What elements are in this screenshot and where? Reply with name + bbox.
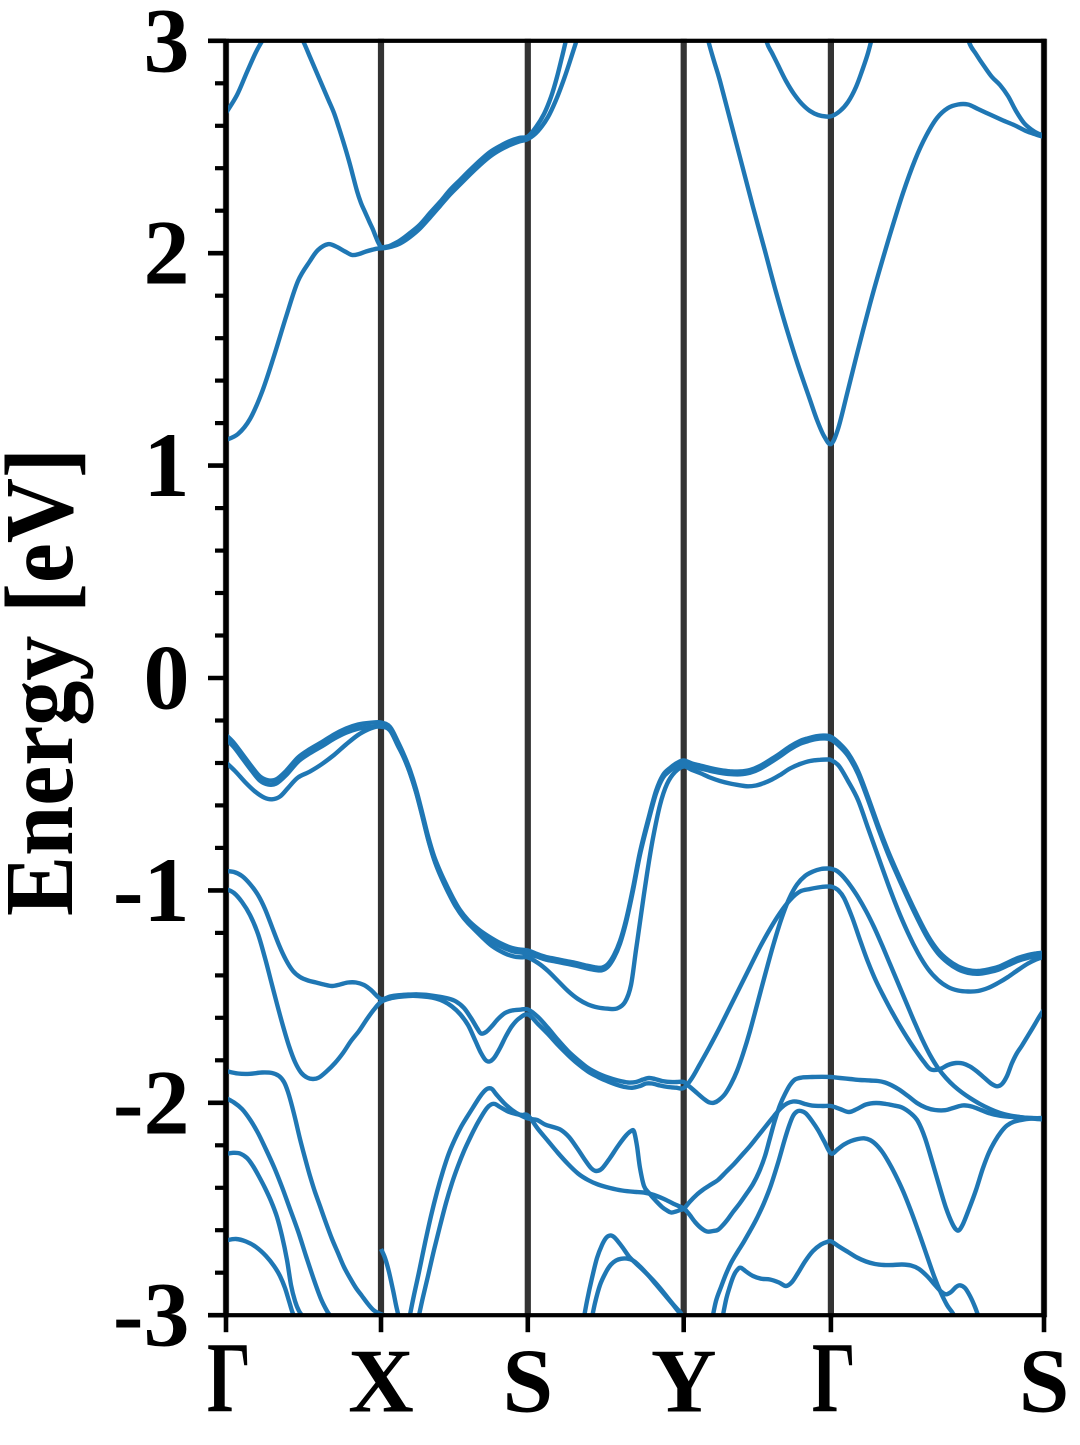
- svg-text:Energy [eV]: Energy [eV]: [0, 448, 93, 916]
- svg-text:0: 0: [144, 627, 190, 729]
- svg-text:S: S: [502, 1331, 553, 1432]
- svg-text:2: 2: [144, 202, 190, 304]
- svg-text:-3: -3: [113, 1264, 190, 1366]
- svg-text:Γ: Γ: [812, 1322, 856, 1434]
- svg-text:X: X: [348, 1331, 414, 1432]
- svg-text:S: S: [1019, 1331, 1070, 1432]
- svg-text:3: 3: [144, 0, 190, 91]
- svg-text:Y: Y: [651, 1331, 717, 1432]
- svg-text:1: 1: [144, 414, 190, 516]
- svg-text:Γ: Γ: [207, 1322, 251, 1434]
- svg-text:-2: -2: [113, 1051, 190, 1153]
- svg-text:-1: -1: [113, 839, 190, 941]
